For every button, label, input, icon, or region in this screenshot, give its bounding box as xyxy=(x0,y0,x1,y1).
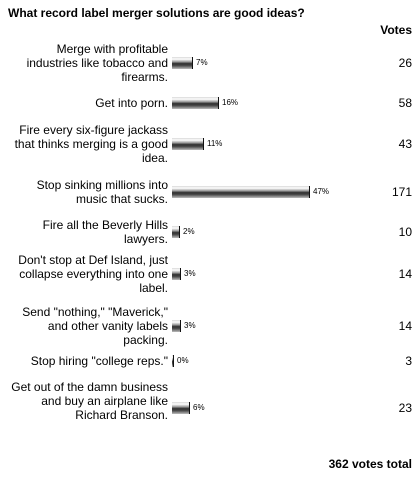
result-bar xyxy=(172,402,190,414)
percent-label: 47% xyxy=(313,187,330,196)
answer-label: Get into porn. xyxy=(95,96,168,110)
percent-label: 11% xyxy=(207,139,223,148)
poll-answer-row: Stop sinking millions into music that su… xyxy=(0,178,418,206)
percent-label: 7% xyxy=(196,58,208,67)
answer-label: Merge with profitable industries like to… xyxy=(26,42,168,84)
result-bar xyxy=(172,186,310,198)
poll-answer-row: Get into porn. 16% 58 xyxy=(0,96,418,110)
vote-count: 23 xyxy=(398,401,412,415)
vote-count: 26 xyxy=(398,56,412,70)
poll-answer-row: Fire all the Beverly Hills lawyers. 2% 1… xyxy=(0,218,418,246)
percent-label: 3% xyxy=(184,321,196,330)
answer-label: Don't stop at Def Island, just collapse … xyxy=(18,253,168,295)
result-bar xyxy=(172,355,174,367)
answer-label: Send "nothing," "Maverick," and other va… xyxy=(22,305,168,347)
poll-question: What record label merger solutions are g… xyxy=(8,6,305,20)
answer-label: Stop hiring "college reps." xyxy=(30,354,168,368)
answer-label: Get out of the damn business and buy an … xyxy=(11,380,168,422)
vote-count: 58 xyxy=(398,96,412,110)
poll-answer-row: Don't stop at Def Island, just collapse … xyxy=(0,253,418,295)
total-votes: 362 votes total xyxy=(328,457,412,471)
vote-count: 171 xyxy=(391,185,412,199)
percent-label: 16% xyxy=(222,98,239,107)
vote-count: 43 xyxy=(398,137,412,151)
result-bar xyxy=(172,97,219,109)
vote-count: 3 xyxy=(405,354,412,368)
result-bar xyxy=(172,320,181,332)
answer-label: Fire all the Beverly Hills lawyers. xyxy=(42,218,168,246)
poll-answer-row: Get out of the damn business and buy an … xyxy=(0,380,418,436)
result-bar xyxy=(172,138,204,150)
votes-column-header: Votes xyxy=(380,23,412,37)
result-bar xyxy=(172,268,181,280)
vote-count: 10 xyxy=(398,225,412,239)
percent-label: 2% xyxy=(183,227,195,236)
percent-label: 0% xyxy=(177,356,189,365)
result-bar xyxy=(172,57,193,69)
result-bar xyxy=(172,226,180,238)
vote-count: 14 xyxy=(398,267,412,281)
poll-answer-row: Stop hiring "college reps." 0% 3 xyxy=(0,354,418,368)
poll-answer-row: Fire every six-figure jackass that think… xyxy=(0,123,418,165)
vote-count: 14 xyxy=(398,319,412,333)
answer-label: Stop sinking millions into music that su… xyxy=(36,178,168,206)
percent-label: 6% xyxy=(193,403,205,412)
answer-label: Fire every six-figure jackass that think… xyxy=(14,123,168,165)
poll-answer-row: Merge with profitable industries like to… xyxy=(0,42,418,84)
poll-answer-row: Send "nothing," "Maverick," and other va… xyxy=(0,305,418,347)
percent-label: 3% xyxy=(184,269,196,278)
